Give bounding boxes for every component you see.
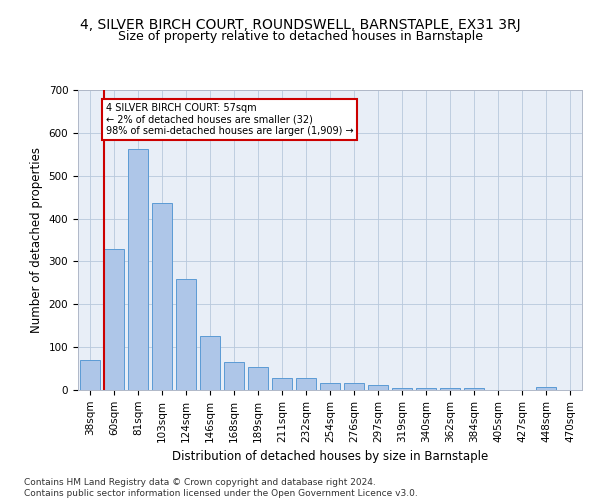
- Text: 4, SILVER BIRCH COURT, ROUNDSWELL, BARNSTAPLE, EX31 3RJ: 4, SILVER BIRCH COURT, ROUNDSWELL, BARNS…: [80, 18, 520, 32]
- Bar: [320, 383, 340, 390]
- Bar: [272, 378, 292, 390]
- Text: Contains HM Land Registry data © Crown copyright and database right 2024.
Contai: Contains HM Land Registry data © Crown c…: [24, 478, 418, 498]
- Bar: [128, 148, 148, 390]
- Bar: [152, 202, 172, 390]
- Bar: [200, 336, 220, 390]
- X-axis label: Distribution of detached houses by size in Barnstaple: Distribution of detached houses by size …: [172, 450, 488, 463]
- Bar: [368, 385, 388, 390]
- Bar: [104, 250, 124, 390]
- Bar: [248, 368, 268, 390]
- Bar: [440, 388, 460, 390]
- Text: Size of property relative to detached houses in Barnstaple: Size of property relative to detached ho…: [118, 30, 482, 43]
- Bar: [392, 388, 412, 390]
- Bar: [416, 388, 436, 390]
- Bar: [296, 378, 316, 390]
- Bar: [344, 383, 364, 390]
- Bar: [176, 280, 196, 390]
- Bar: [80, 360, 100, 390]
- Bar: [224, 362, 244, 390]
- Bar: [536, 388, 556, 390]
- Y-axis label: Number of detached properties: Number of detached properties: [30, 147, 43, 333]
- Text: 4 SILVER BIRCH COURT: 57sqm
← 2% of detached houses are smaller (32)
98% of semi: 4 SILVER BIRCH COURT: 57sqm ← 2% of deta…: [106, 103, 353, 136]
- Bar: [464, 388, 484, 390]
